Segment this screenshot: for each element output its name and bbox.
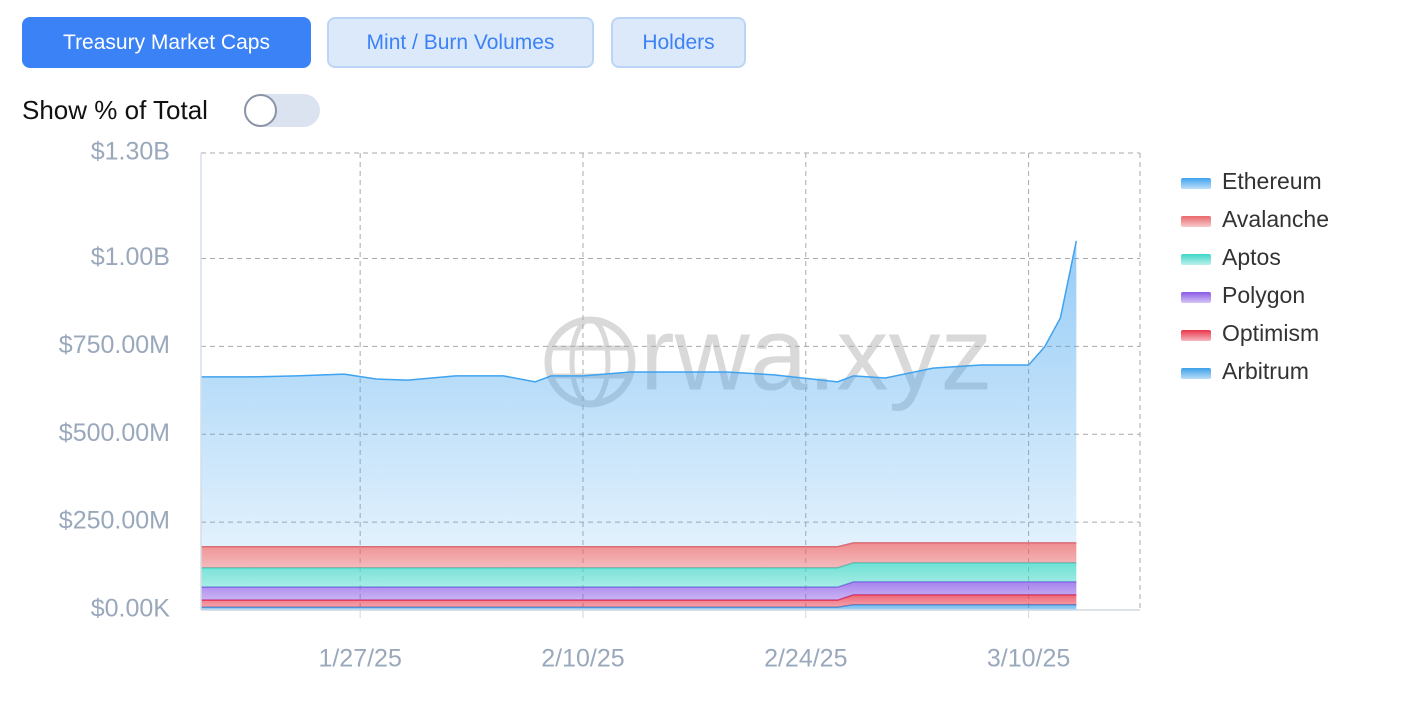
area-fill xyxy=(201,562,1077,588)
legend-label: Optimism xyxy=(1222,320,1319,346)
y-tick-label: $500.00M xyxy=(59,419,170,447)
legend-label: Polygon xyxy=(1222,282,1305,308)
legend-label: Aptos xyxy=(1222,244,1281,270)
legend-label: Ethereum xyxy=(1222,168,1322,194)
legend-swatch xyxy=(1181,368,1211,379)
legend-swatch xyxy=(1181,254,1211,265)
area-line xyxy=(201,603,1077,608)
area-fill xyxy=(201,594,1077,608)
y-tick-label: $0.00K xyxy=(91,595,171,623)
x-tick-label: 2/10/25 xyxy=(541,645,624,673)
legend-label: Avalanche xyxy=(1222,206,1329,232)
legend-swatch xyxy=(1181,216,1211,227)
toggle-switch[interactable] xyxy=(244,94,320,127)
areas xyxy=(201,240,1078,610)
x-tick-label: 1/27/25 xyxy=(318,645,401,673)
y-tick-label: $1.30B xyxy=(91,138,170,166)
legend-swatch xyxy=(1181,292,1211,303)
area-fill xyxy=(201,581,1077,601)
tab-button[interactable]: Mint / Burn Volumes xyxy=(327,17,594,68)
y-tick-label: $1.00B xyxy=(91,243,170,271)
area-line xyxy=(201,240,1078,383)
legend-swatch xyxy=(1181,330,1211,341)
area-line xyxy=(201,594,1077,601)
legend-swatch xyxy=(1181,178,1211,189)
legend-label: Arbitrum xyxy=(1222,358,1309,384)
area-fill xyxy=(201,240,1077,547)
y-tick-label: $750.00M xyxy=(59,331,170,359)
x-tick-label: 3/10/25 xyxy=(987,645,1070,673)
area-fill xyxy=(201,542,1077,568)
toggle-knob xyxy=(244,94,277,127)
y-tick-label: $250.00M xyxy=(59,507,170,535)
x-tick-label: 2/24/25 xyxy=(764,645,847,673)
tab-button[interactable]: Holders xyxy=(611,17,746,68)
tab-button[interactable]: Treasury Market Caps xyxy=(22,17,311,68)
toggle-label: Show % of Total xyxy=(22,95,208,125)
